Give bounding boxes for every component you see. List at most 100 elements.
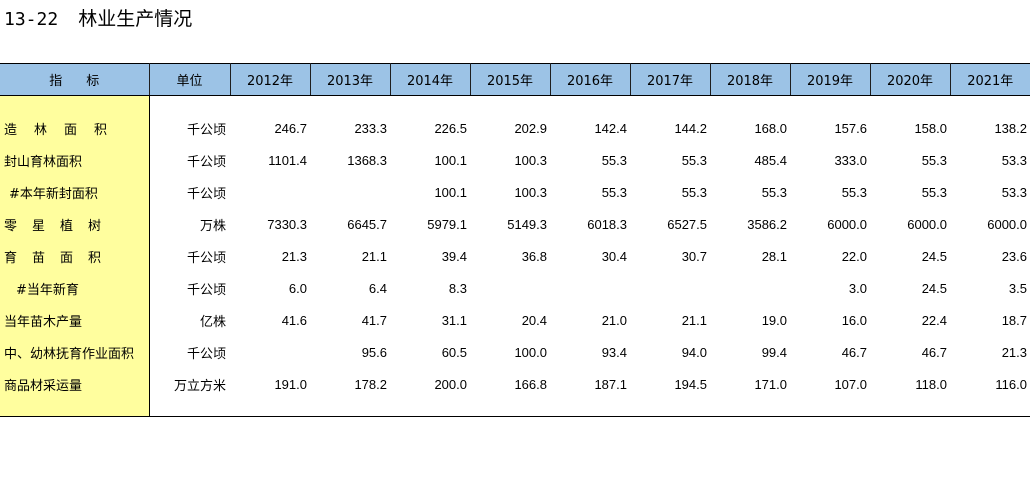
cell-value: 100.3 (514, 152, 547, 168)
cell-value: 6.4 (368, 280, 387, 296)
spacer-row (0, 95, 1030, 112)
cell-value: 24.5 (921, 248, 947, 264)
cell-value: 1368.3 (347, 152, 387, 168)
header-year: 2016年 (550, 63, 631, 96)
row-indicator: 育苗面积 (0, 240, 150, 272)
table-row: 零星植树 万株 7330.3 6645.7 5979.1 5149.3 6018.3 6527… (0, 208, 1030, 240)
row-unit: 万立方米 (173, 378, 226, 394)
header-year: 2013年 (310, 63, 391, 96)
cell-value: 246.7 (274, 120, 307, 136)
cell-value: 21.1 (361, 248, 387, 264)
cell-value (230, 176, 310, 208)
cell-value: 20.4 (521, 312, 547, 328)
cell-value: 30.7 (681, 248, 707, 264)
cell-value: 28.1 (761, 248, 787, 264)
cell-value: 107.0 (834, 376, 867, 392)
cell-value: 187.1 (594, 376, 627, 392)
row-indicator: 商品材采运量 (0, 368, 150, 400)
cell-value: 46.7 (921, 344, 947, 360)
cell-value: 5149.3 (507, 216, 547, 232)
cell-value: 94.0 (681, 344, 707, 360)
cell-value: 18.7 (1001, 312, 1027, 328)
cell-value: 21.3 (1001, 344, 1027, 360)
cell-value: 16.0 (841, 312, 867, 328)
row-unit: 千公顷 (186, 154, 226, 170)
cell-value: 202.9 (514, 120, 547, 136)
row-unit: 亿株 (199, 314, 226, 330)
row-indicator: 零星植树 (0, 208, 150, 240)
cell-value: 55.3 (921, 184, 947, 200)
cell-value: 99.4 (761, 344, 787, 360)
row-indicator: #本年新封面积 (0, 176, 150, 208)
cell-value: 6000.0 (907, 216, 947, 232)
cell-value: 5979.1 (427, 216, 467, 232)
cell-value: 3586.2 (747, 216, 787, 232)
cell-value: 6018.3 (587, 216, 627, 232)
row-unit: 千公顷 (186, 250, 226, 266)
row-indicator: #当年新育 (0, 272, 150, 304)
cell-value: 485.4 (754, 152, 787, 168)
cell-value: 55.3 (841, 184, 867, 200)
cell-value: 118.0 (915, 376, 947, 392)
cell-value: 60.5 (441, 344, 467, 360)
cell-value: 166.8 (514, 376, 547, 392)
cell-value: 93.4 (601, 344, 627, 360)
cell-value: 100.0 (514, 344, 547, 360)
cell-value: 6000.0 (987, 216, 1027, 232)
table-row: 封山育林面积 千公顷 1101.4 1368.3 100.1 100.3 55.3 55.3 4… (0, 144, 1030, 176)
cell-value: 21.0 (601, 312, 627, 328)
cell-value: 55.3 (761, 184, 787, 200)
row-indicator: 造林面积 (0, 112, 150, 144)
cell-value (470, 272, 550, 304)
cell-value: 41.6 (281, 312, 307, 328)
header-unit: 单位 (149, 63, 231, 96)
cell-value: 1101.4 (268, 152, 307, 168)
cell-value: 7330.3 (267, 216, 307, 232)
cell-value: 55.3 (921, 152, 947, 168)
cell-value: 22.4 (921, 312, 947, 328)
cell-value (230, 336, 310, 368)
cell-value: 157.6 (834, 120, 867, 136)
cell-value: 22.0 (841, 248, 867, 264)
cell-value: 6000.0 (827, 216, 867, 232)
row-unit: 万株 (199, 218, 226, 234)
cell-value: 21.3 (281, 248, 307, 264)
cell-value: 36.8 (521, 248, 547, 264)
cell-value: 116.0 (995, 376, 1027, 392)
cell-value: 23.6 (1001, 248, 1027, 264)
header-year: 2019年 (790, 63, 871, 96)
row-indicator: 中、幼林抚育作业面积 (0, 336, 150, 368)
table-body: 造林面积 千公顷 246.7 233.3 226.5 202.9 142.4 144.2 168… (0, 95, 1030, 417)
cell-value: 142.4 (594, 120, 627, 136)
header-year: 2020年 (870, 63, 951, 96)
cell-value: 39.4 (441, 248, 467, 264)
cell-value: 21.1 (681, 312, 707, 328)
cell-value: 171.0 (754, 376, 787, 392)
table-row: #当年新育 千公顷 6.0 6.4 8.3 3.0 24.5 3.5 (0, 272, 1030, 304)
cell-value: 191.0 (274, 376, 307, 392)
cell-value: 168.0 (754, 120, 787, 136)
cell-value: 30.4 (601, 248, 627, 264)
cell-value: 55.3 (681, 152, 707, 168)
forestry-production-table: 指标 单位 2012年 2013年 2014年 2015年 2016年 2017… (0, 63, 1030, 417)
cell-value: 55.3 (681, 184, 707, 200)
cell-value (630, 272, 710, 304)
table-row: 育苗面积 千公顷 21.3 21.1 39.4 36.8 30.4 30.7 28.1 22.0 2… (0, 240, 1030, 272)
header-year: 2017年 (630, 63, 711, 96)
table-number: 13-22 (4, 9, 59, 30)
cell-value: 55.3 (601, 184, 627, 200)
row-indicator: 封山育林面积 (0, 144, 150, 176)
header-year: 2021年 (950, 63, 1030, 96)
row-indicator: 当年苗木产量 (0, 304, 150, 336)
table-row: #本年新封面积 千公顷 100.1 100.3 55.3 55.3 55.3 55.3 55.3… (0, 176, 1030, 208)
header-year: 2014年 (390, 63, 471, 96)
cell-value: 3.5 (1008, 280, 1027, 296)
cell-value: 53.3 (1001, 152, 1027, 168)
page-title: 13-22 林业生产情况 (4, 4, 192, 34)
cell-value: 55.3 (601, 152, 627, 168)
cell-value: 24.5 (921, 280, 947, 296)
cell-value: 178.2 (354, 376, 387, 392)
header-year: 2012年 (230, 63, 311, 96)
cell-value: 226.5 (434, 120, 467, 136)
cell-value: 53.3 (1001, 184, 1027, 200)
